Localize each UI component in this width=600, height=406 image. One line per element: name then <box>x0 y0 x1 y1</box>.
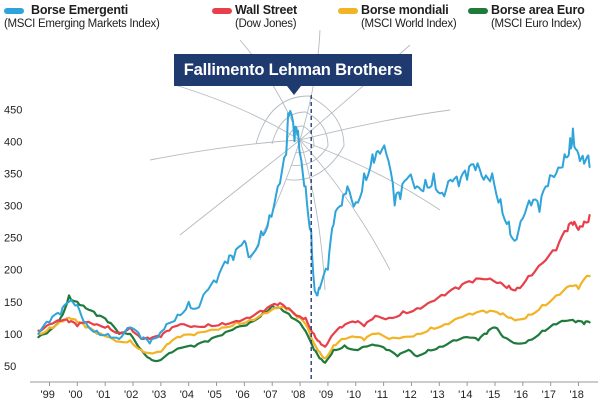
x-tick-label: '00 <box>68 389 82 401</box>
crack-line <box>249 139 301 261</box>
legend-swatch <box>212 8 232 14</box>
legend-series-index: (MSCI Emerging Markets Index) <box>4 18 160 30</box>
y-tick-label: 150 <box>4 297 22 309</box>
y-tick-label: 100 <box>4 329 22 341</box>
callout-pointer <box>287 86 301 95</box>
y-tick-label: 250 <box>4 233 22 245</box>
x-tick-label: '14 <box>458 389 472 401</box>
x-tick-label: '11 <box>375 389 389 401</box>
x-tick-label: '04 <box>180 389 194 401</box>
x-tick-label: '09 <box>319 389 333 401</box>
crack-line <box>299 139 391 271</box>
x-tick-label: '18 <box>570 389 584 401</box>
legend-series-name: Wall Street <box>235 3 297 17</box>
x-tick-label: '99 <box>40 389 54 401</box>
x-tick-label: '01 <box>96 389 110 401</box>
y-tick-label: 350 <box>4 168 22 180</box>
x-tick-label: '03 <box>152 389 166 401</box>
legend-swatch <box>4 8 24 14</box>
legend-series-name: Borse Emergenti <box>31 3 129 17</box>
y-tick-label: 50 <box>4 361 16 373</box>
legend-series-name: Borse area Euro <box>491 3 585 17</box>
legend-series-index: (MSCI World Index) <box>361 18 457 30</box>
x-tick-label: '02 <box>124 389 138 401</box>
crack-icon <box>149 29 451 291</box>
crack-ring <box>255 95 345 181</box>
crack-line <box>299 139 326 291</box>
legend-swatch <box>338 8 358 14</box>
y-tick-label: 450 <box>4 104 22 116</box>
series-line <box>37 274 591 360</box>
crack-line <box>179 139 301 236</box>
crack-line <box>299 139 441 211</box>
x-tick-label: '07 <box>263 389 277 401</box>
x-tick-label: '15 <box>486 389 500 401</box>
lehman-callout-label: Fallimento Lehman Brothers <box>174 54 412 86</box>
y-tick-label: 300 <box>4 201 22 213</box>
legend-series-name: Borse mondiali <box>361 3 449 17</box>
legend-series-index: (Dow Jones) <box>235 18 297 30</box>
legend-swatch <box>468 8 488 14</box>
x-tick-label: '16 <box>514 389 528 401</box>
x-tick-label: '08 <box>291 389 305 401</box>
series-line <box>37 294 591 364</box>
x-tick-label: '12 <box>402 389 416 401</box>
x-tick-label: '13 <box>430 389 444 401</box>
x-tick-label: '05 <box>208 389 222 401</box>
x-tick-label: '06 <box>235 389 249 401</box>
x-tick-label: '10 <box>347 389 361 401</box>
crack-line <box>149 139 301 161</box>
legend-series-index: (MSCI Euro Index) <box>491 18 582 30</box>
series-line <box>37 110 591 345</box>
crack-line <box>174 84 301 141</box>
y-tick-label: 200 <box>4 265 22 277</box>
x-tick-label: '17 <box>542 389 556 401</box>
y-tick-label: 400 <box>4 136 22 148</box>
crack-line <box>299 109 451 141</box>
